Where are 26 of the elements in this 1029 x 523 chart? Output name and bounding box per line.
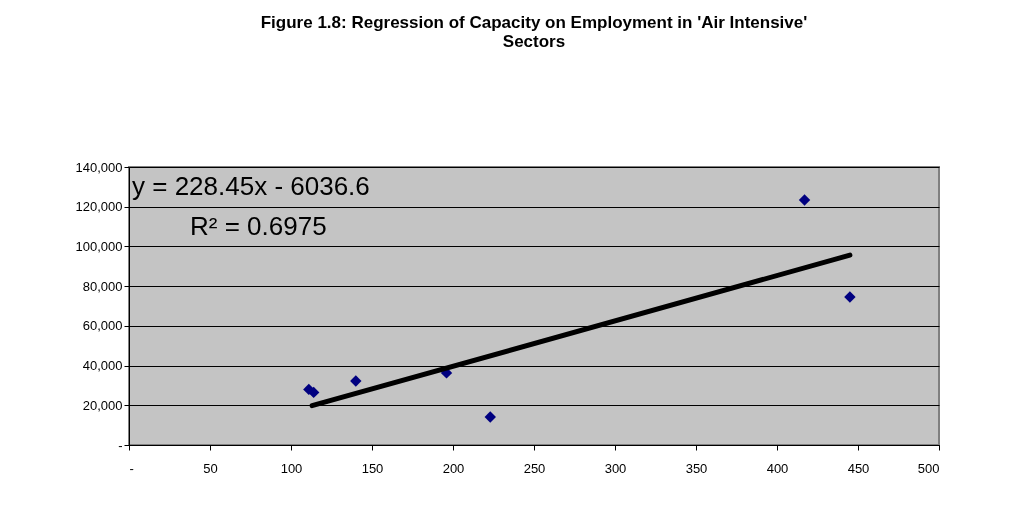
x-tick-label: 100 bbox=[280, 460, 303, 476]
x-tick-label: - bbox=[129, 460, 134, 476]
y-tick-label: 100,000 bbox=[75, 238, 123, 254]
x-tick-label: 450 bbox=[847, 460, 870, 476]
chart-title: Figure 1.8: Regression of Capacity on Employment in 'Air Intensive' Sectors bbox=[260, 13, 808, 51]
y-tick-label: 60,000 bbox=[82, 318, 123, 334]
annotation: R² = 0.6975 bbox=[190, 211, 327, 241]
y-tick-label: 120,000 bbox=[75, 199, 123, 215]
y-tick-label: - bbox=[118, 437, 123, 453]
x-tick-label: 300 bbox=[604, 460, 627, 476]
x-tick-label: 350 bbox=[685, 460, 708, 476]
x-tick-label: 400 bbox=[766, 460, 789, 476]
x-tick-label: 500 bbox=[917, 460, 940, 476]
x-tick-label: 150 bbox=[361, 460, 384, 476]
x-tick-label: 250 bbox=[523, 460, 546, 476]
y-tick-label: 40,000 bbox=[82, 358, 123, 374]
y-tick-label: 20,000 bbox=[82, 397, 123, 413]
point bbox=[798, 194, 811, 206]
point bbox=[350, 375, 362, 387]
x-tick-label: 50 bbox=[203, 460, 218, 476]
y-tick-label: 80,000 bbox=[82, 278, 123, 294]
y-tick-label: 140,000 bbox=[75, 159, 123, 175]
point bbox=[844, 291, 856, 303]
point bbox=[484, 411, 496, 423]
x-tick-label: 200 bbox=[442, 460, 465, 476]
annotation: y = 228.45x - 6036.6 bbox=[132, 171, 370, 201]
